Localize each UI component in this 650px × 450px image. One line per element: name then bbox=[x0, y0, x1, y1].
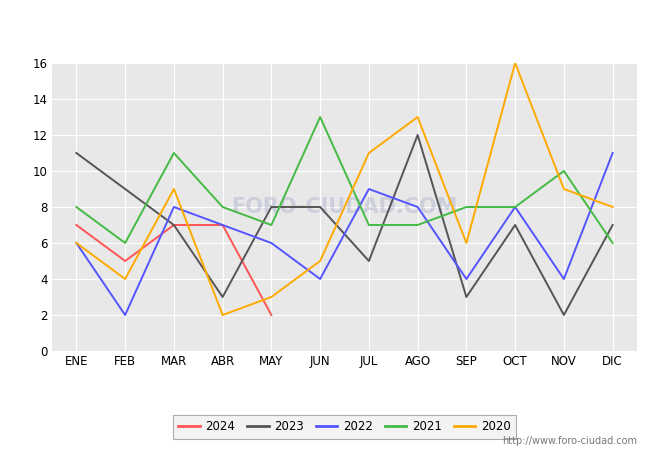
Text: Matriculaciones de Vehiculos en Santo Domingo de la Calzada: Matriculaciones de Vehiculos en Santo Do… bbox=[97, 13, 553, 28]
Legend: 2024, 2023, 2022, 2021, 2020: 2024, 2023, 2022, 2021, 2020 bbox=[172, 414, 517, 439]
Text: FORO-CIUDAD.COM: FORO-CIUDAD.COM bbox=[231, 197, 458, 217]
Text: http://www.foro-ciudad.com: http://www.foro-ciudad.com bbox=[502, 436, 637, 446]
